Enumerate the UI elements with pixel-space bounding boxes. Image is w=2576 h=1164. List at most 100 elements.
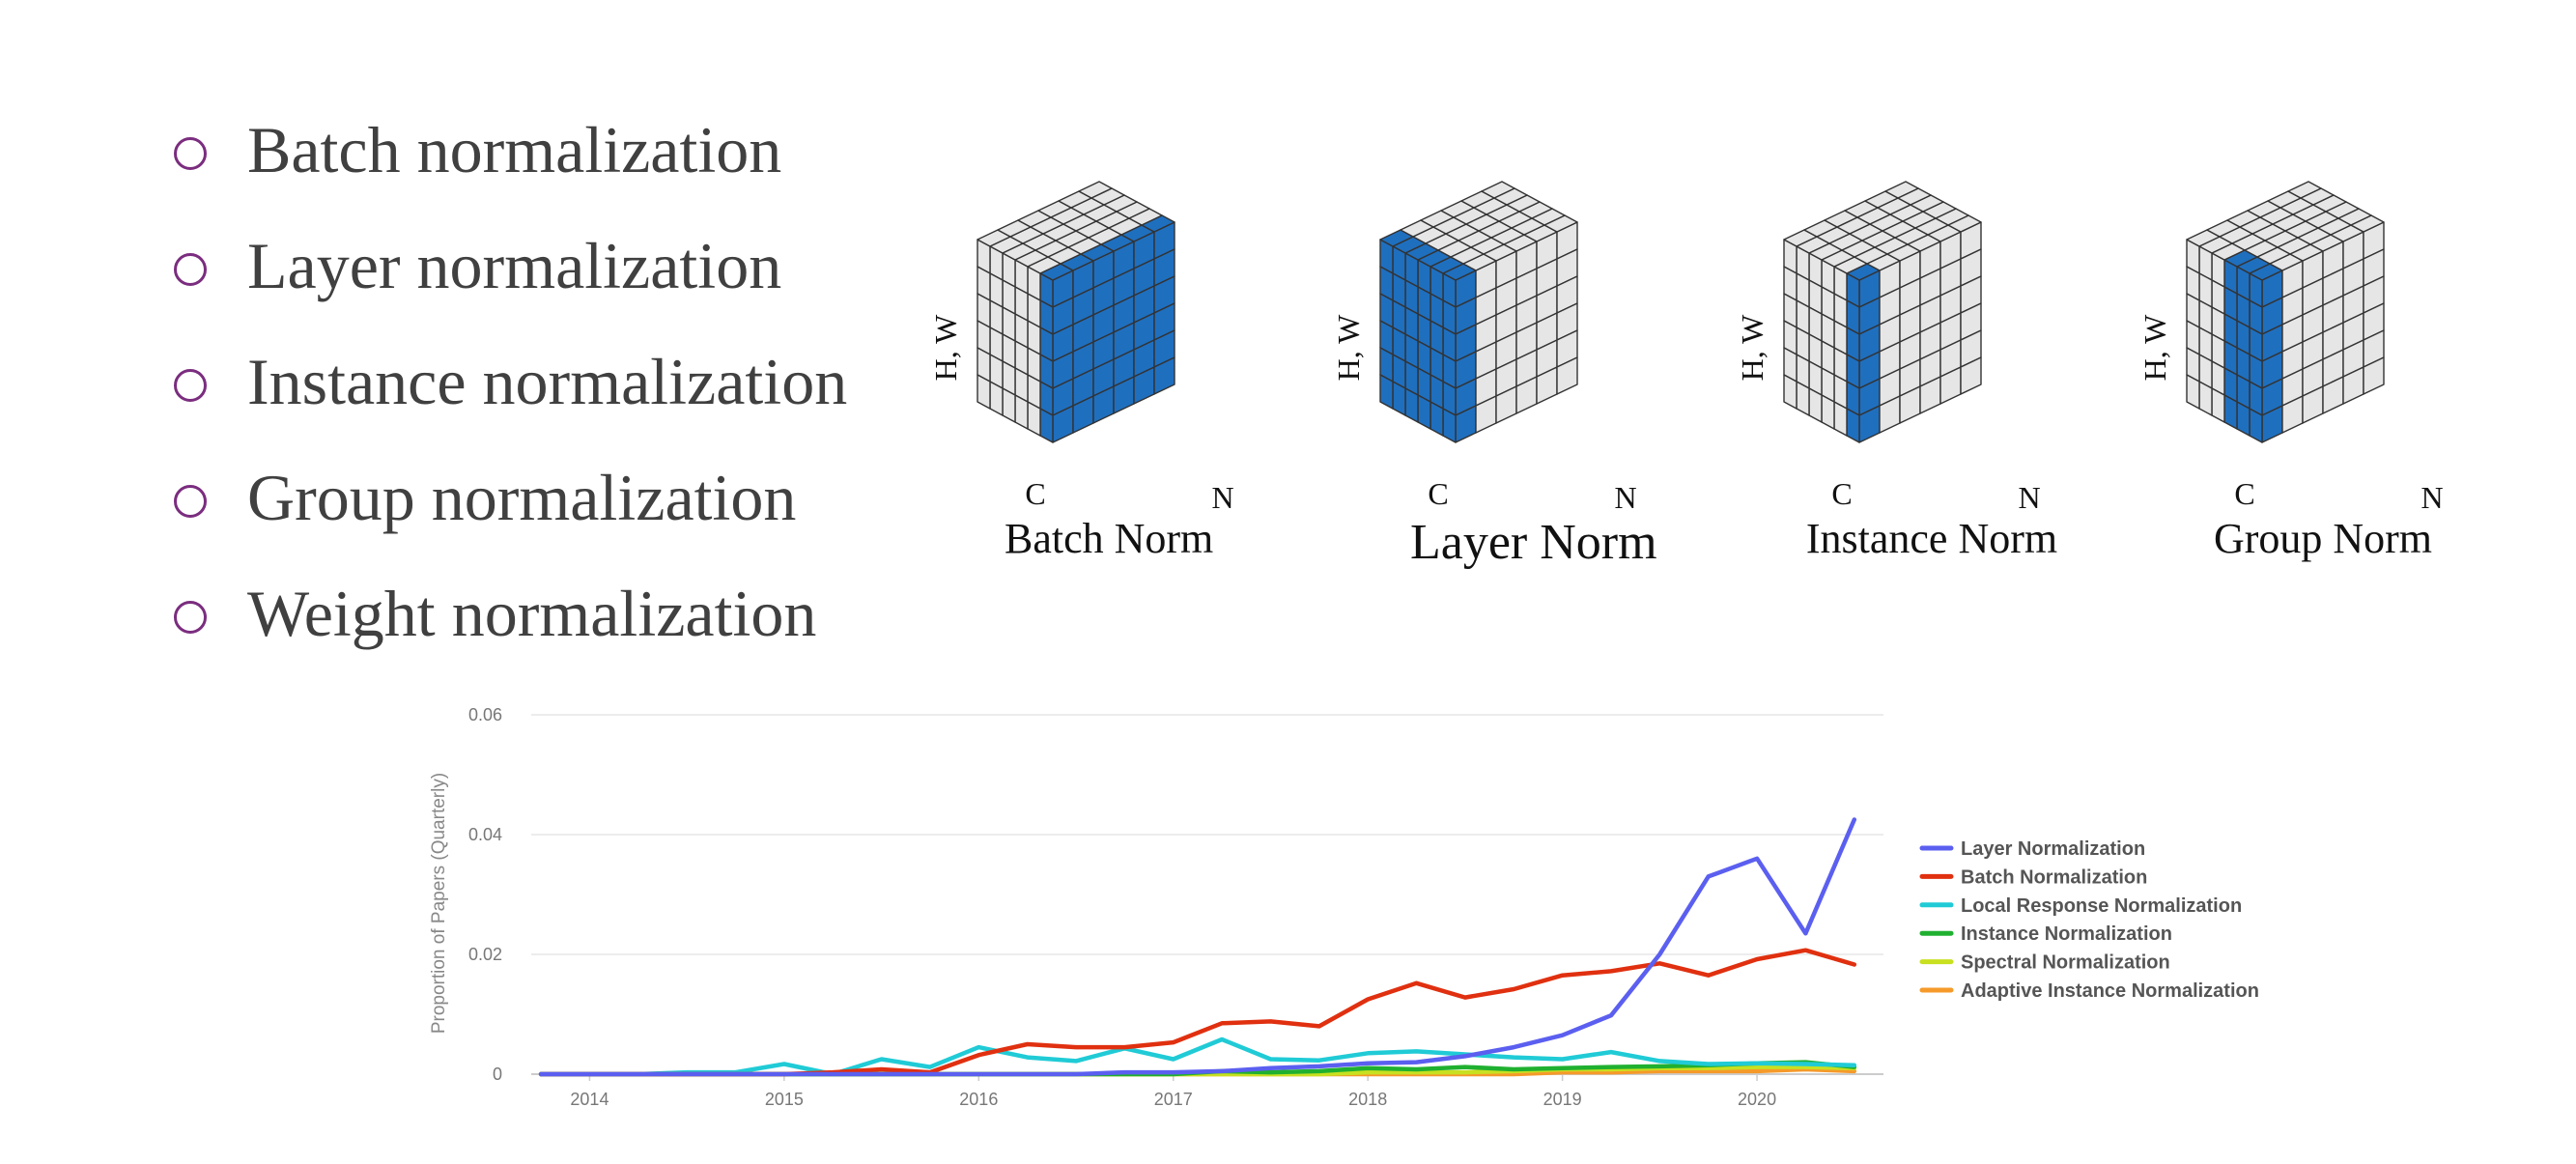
y-tick-label: 0.02 [468, 945, 502, 964]
list-item: Batch normalization [174, 92, 847, 208]
y-tick-label: 0 [493, 1065, 502, 1084]
series-line-batch-normalization [538, 948, 1857, 1077]
list-item-label: Group normalization [247, 460, 797, 534]
list-item-label: Instance normalization [247, 344, 848, 418]
circle-bullet-icon [174, 369, 207, 402]
cube-cell [2363, 356, 2385, 395]
x-tick-label: 2020 [1738, 1090, 1776, 1109]
cube-cell [1821, 394, 1835, 430]
cube-cell [1442, 408, 1457, 443]
circle-bullet-icon [174, 253, 207, 286]
cube-cell [1796, 381, 1810, 416]
axis-label-hw: H, W [1735, 314, 1769, 382]
cube-cell [1556, 356, 1578, 395]
list-item-label: Batch normalization [247, 112, 782, 186]
list-item: Layer normalization [174, 208, 847, 324]
list-item: Instance normalization [174, 324, 847, 440]
chart-legend: Layer Normalization Batch Normalization Lo… [1919, 838, 2259, 1002]
list-item: Weight normalization [174, 555, 847, 671]
series-lines [538, 817, 1857, 1077]
cube-cell [2287, 181, 2322, 199]
cube-cell [1153, 356, 1175, 395]
legend-label: Instance Normalization [1961, 923, 2172, 945]
axis-label-c: C [1025, 476, 1045, 511]
x-tick-label: 2014 [570, 1090, 609, 1109]
series-line-layer-normalization [538, 817, 1857, 1077]
cube-cell [1078, 181, 1113, 199]
cube-grid [1379, 181, 1578, 443]
group-norm-caption: Group Norm [2213, 515, 2433, 562]
cube-cell [2236, 401, 2250, 437]
axis-label-n: N [2420, 480, 2443, 515]
x-tick-label: 2018 [1348, 1090, 1387, 1109]
cube-cell [1808, 387, 1823, 423]
cube-cell [1430, 401, 1444, 437]
instance-norm-cube: H, W C N [1735, 181, 2041, 515]
circle-bullet-icon [174, 485, 207, 518]
cube-cell [1002, 387, 1016, 423]
cube-cell [1884, 181, 1919, 199]
x-axis-ticks: 2014 2015 2016 2017 2018 2019 2020 [570, 1074, 1776, 1109]
circle-bullet-icon [174, 137, 207, 170]
list-item-label: Layer normalization [247, 228, 782, 302]
y-axis-title: Proportion of Papers (Quarterly) [429, 773, 449, 1034]
normalization-list: Batch normalization Layer normalization … [174, 92, 847, 671]
cube-cell [1404, 387, 1419, 423]
cube-cell [2198, 381, 2213, 416]
y-tick-label: 0.06 [468, 705, 502, 724]
x-tick-label: 2015 [765, 1090, 804, 1109]
axis-label-c: C [1831, 476, 1852, 511]
cube-cell [1960, 356, 1982, 395]
axis-label-c: C [2234, 476, 2254, 511]
y-axis-ticks: 0 0.02 0.04 0.06 [468, 705, 502, 1084]
x-tick-label: 2019 [1543, 1090, 1582, 1109]
y-tick-label: 0.04 [468, 825, 502, 844]
x-tick-label: 2016 [959, 1090, 998, 1109]
cube-cell [1833, 401, 1848, 437]
legend-label: Spectral Normalization [1961, 952, 2170, 974]
list-item-label: Weight normalization [247, 576, 817, 650]
list-item: Group normalization [174, 440, 847, 555]
cube-cell [1039, 408, 1054, 443]
cube-cell [1783, 374, 1798, 410]
x-tick-label: 2017 [1154, 1090, 1193, 1109]
layer-norm-cube: H, W C N [1331, 181, 1637, 515]
axis-label-n: N [1211, 480, 1233, 515]
legend-label: Batch Normalization [1961, 866, 2147, 888]
axis-label-c: C [1428, 476, 1448, 511]
cube-cell [989, 381, 1004, 416]
legend-label: Layer Normalization [1961, 838, 2145, 860]
chart-gridlines [531, 714, 1883, 1075]
axis-label-n: N [1614, 480, 1636, 515]
cube-cell [2249, 408, 2263, 443]
batch-norm-caption: Batch Norm [1005, 515, 1214, 562]
cube-grid [977, 181, 1175, 443]
batch-norm-cube: H, W C N [928, 181, 1234, 515]
cube-cell [2223, 394, 2238, 430]
normalization-usage-line-chart: 00.020.040.06 2014 2015 2016 2017 2018 2019 20… [429, 705, 2259, 1109]
cube-cell [1417, 394, 1431, 430]
cube-cell [1014, 394, 1029, 430]
instance-norm-caption: Instance Norm [1805, 515, 2058, 562]
layer-norm-caption: Layer Norm [1410, 515, 1657, 570]
cube-cell [1027, 401, 1041, 437]
cube-cell [2186, 374, 2200, 410]
cube-cell [977, 374, 991, 410]
cube-cell [1392, 381, 1406, 416]
cube-cell [1379, 374, 1394, 410]
legend-label: Adaptive Instance Normalization [1961, 980, 2259, 1002]
axis-label-n: N [2018, 480, 2040, 515]
cube-cell [2211, 387, 2225, 423]
cube-grid [2186, 181, 2385, 443]
axis-label-hw: H, W [928, 314, 963, 382]
axis-label-hw: H, W [1331, 314, 1366, 382]
series-line-local-response-normalization [538, 1036, 1857, 1077]
circle-bullet-icon [174, 601, 207, 634]
cube-grid [1783, 181, 1982, 443]
cube-cell [1846, 408, 1860, 443]
normalization-cube-diagrams: H, W C N H, W C N H, W C N H, W C N Batc… [927, 145, 2531, 580]
legend-label: Local Response Normalization [1961, 895, 2242, 917]
group-norm-cube: H, W C N [2137, 181, 2444, 515]
cube-cell [1481, 181, 1515, 199]
